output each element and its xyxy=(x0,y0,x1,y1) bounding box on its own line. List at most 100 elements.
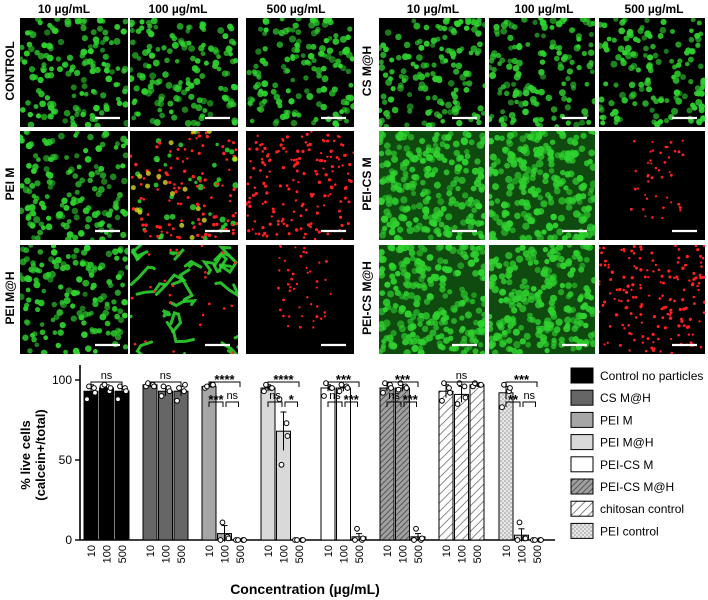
x-tick-label-8-10: 10 xyxy=(501,545,513,557)
significance-label: *** xyxy=(336,372,352,387)
right-panel-tile-2-2 xyxy=(489,131,595,240)
bar-2-500 xyxy=(173,390,189,541)
micrograph-panel-left xyxy=(20,18,354,354)
x-tick-label-4-100: 100 xyxy=(279,545,291,563)
series-5: 10 100 500***ns *** xyxy=(320,372,367,563)
right-panel-tile-3-2 xyxy=(489,245,595,354)
data-point xyxy=(532,537,538,543)
data-point xyxy=(336,388,343,395)
bar-2-100 xyxy=(158,390,173,541)
data-point xyxy=(321,393,327,399)
bar-3-10 xyxy=(201,385,217,541)
right-panel-tile-2-3 xyxy=(599,131,705,240)
x-tick-label-3-100: 100 xyxy=(220,545,232,563)
data-point xyxy=(352,537,358,543)
x-tick-label-7-100: 100 xyxy=(457,545,469,563)
series-4: 10 100 500 **** ns * xyxy=(260,372,307,563)
legend-label-4: PEI M@H xyxy=(600,436,654,450)
left-panel-tile-1-2 xyxy=(130,18,238,127)
micrograph-panel-right xyxy=(379,18,705,354)
left-panel-tile-3-3 xyxy=(246,245,354,354)
data-point xyxy=(283,420,290,427)
significance-label: ns xyxy=(388,390,400,402)
data-point xyxy=(225,535,232,542)
left-panel-tile-3-2 xyxy=(130,245,238,354)
y-axis-label-line-2: (calcein+/total) xyxy=(33,409,48,500)
left-col-header-3: 500 µg/mL xyxy=(267,2,326,16)
x-tick-label-6-500: 500 xyxy=(413,545,425,563)
x-tick-label-7-10: 10 xyxy=(441,545,453,557)
data-point xyxy=(413,525,419,532)
significance-bracket xyxy=(386,381,419,387)
x-tick-label-4-500: 500 xyxy=(294,545,306,563)
data-point xyxy=(516,519,523,526)
legend-swatch-2 xyxy=(570,389,594,406)
significance-bracket xyxy=(344,401,358,407)
x-tick-label-3-500: 500 xyxy=(235,545,247,563)
data-point xyxy=(151,383,157,390)
data-point xyxy=(84,396,90,403)
right-col-header-2: 100 µg/mL xyxy=(515,2,574,16)
significance-bracket xyxy=(149,381,182,387)
significance-label: **** xyxy=(214,372,235,387)
x-tick-label-2-100: 100 xyxy=(161,545,173,563)
y-tick-label-0: 0 xyxy=(65,533,72,547)
data-point xyxy=(176,385,182,391)
data-point xyxy=(329,385,335,391)
right-col-header-3: 500 µg/mL xyxy=(625,2,684,16)
significance-label: ns xyxy=(456,370,468,382)
significance-label: **** xyxy=(273,372,294,387)
data-point xyxy=(411,537,417,543)
x-tick-label-1-10: 10 xyxy=(86,545,98,557)
left-panel-tile-2-2 xyxy=(130,131,238,240)
right-panel-tile-1-3 xyxy=(599,18,705,127)
data-point xyxy=(107,385,114,391)
significance-bracket xyxy=(327,401,343,407)
right-panel-tile-2-1 xyxy=(379,131,485,240)
x-tick-label-8-500: 500 xyxy=(532,545,544,563)
bar-5-10 xyxy=(320,387,336,541)
x-tick-label-2-500: 500 xyxy=(176,545,188,563)
bar-1-10 xyxy=(83,390,99,541)
bar-7-500 xyxy=(469,384,485,541)
legend-label-3: PEI M xyxy=(600,413,633,427)
significance-label: ns xyxy=(160,370,172,382)
data-point xyxy=(514,537,521,543)
legend-label-2: CS M@H xyxy=(600,391,651,405)
left-panel-tile-1-1 xyxy=(20,18,128,127)
left-panel-tile-1-3 xyxy=(246,18,354,127)
left-panel-tile-2-1 xyxy=(20,131,128,240)
series-3: 10 100 500******* ns xyxy=(201,372,248,563)
left-row-label-1: CONTROL xyxy=(3,41,17,100)
significance-bracket xyxy=(267,381,300,387)
data-point xyxy=(461,383,468,390)
significance-label: ns xyxy=(329,390,341,402)
data-point xyxy=(344,385,351,391)
significance-bracket xyxy=(505,401,521,407)
significance-label: *** xyxy=(395,372,411,387)
left-row-label-2: PEI M xyxy=(3,168,17,201)
significance-bracket xyxy=(403,401,417,407)
left-col-header-2: 100 µg/mL xyxy=(149,2,208,16)
bar-1-500 xyxy=(114,390,130,541)
data-point xyxy=(278,461,285,468)
data-point xyxy=(92,389,98,396)
x-tick-label-6-100: 100 xyxy=(398,545,410,563)
legend-label-7: chitosan control xyxy=(600,502,684,516)
data-point xyxy=(294,537,300,543)
bar-6-100 xyxy=(395,387,410,541)
left-col-header-1: 10 µg/mL xyxy=(38,2,90,16)
series-1: 10 100 500 ns xyxy=(83,370,130,563)
x-tick-label-5-100: 100 xyxy=(339,545,351,563)
significance-bracket xyxy=(327,381,360,387)
right-row-label-3: PEI-CS M@H xyxy=(360,261,374,335)
y-axis-label-line-1: % live cells xyxy=(18,420,33,489)
significance-bracket xyxy=(267,401,283,407)
data-point xyxy=(235,537,241,543)
data-point xyxy=(300,537,306,543)
series-7: 10 100 500 ns xyxy=(438,370,485,563)
data-point xyxy=(284,433,291,439)
x-tick-label-8-100: 100 xyxy=(517,545,529,563)
bar-5-100 xyxy=(336,387,351,541)
bar-4-10 xyxy=(260,387,276,541)
